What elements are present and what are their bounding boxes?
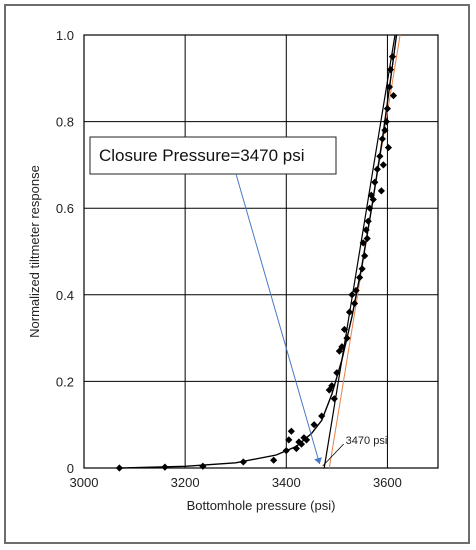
data-point xyxy=(366,204,374,212)
data-point xyxy=(383,105,392,113)
data-point xyxy=(386,66,395,74)
data-point xyxy=(328,382,336,390)
data-point xyxy=(361,252,369,260)
data-point xyxy=(384,143,393,152)
callout-text: Closure Pressure=3470 psi xyxy=(99,146,305,165)
y-tick-label: 0.8 xyxy=(56,115,74,130)
x-axis-label: Bottomhole pressure (psi) xyxy=(187,498,336,513)
data-point xyxy=(385,83,394,91)
data-point xyxy=(377,187,385,195)
data-point xyxy=(335,347,343,355)
data-point xyxy=(295,438,303,446)
data-point xyxy=(199,462,207,470)
data-point xyxy=(239,458,247,466)
data-point xyxy=(388,53,397,61)
data-point xyxy=(340,325,349,334)
y-tick-label: 0.6 xyxy=(56,201,74,216)
data-point xyxy=(282,447,290,455)
y-tick-label: 1.0 xyxy=(56,28,74,43)
data-point xyxy=(371,178,379,186)
data-point xyxy=(381,126,389,134)
data-point xyxy=(292,444,300,453)
data-point xyxy=(362,226,370,234)
data-point xyxy=(302,436,311,444)
data-point xyxy=(310,421,318,429)
tangent-line xyxy=(323,34,396,469)
data-point xyxy=(350,299,359,308)
x-tick-labels: 3000 3200 3400 3600 xyxy=(70,475,402,490)
data-point xyxy=(389,92,398,100)
data-point xyxy=(352,286,360,295)
data-point xyxy=(373,165,381,173)
fit-curve xyxy=(119,34,398,469)
data-point xyxy=(369,195,377,204)
data-point xyxy=(363,234,371,243)
data-point xyxy=(376,152,384,160)
data-point xyxy=(343,334,351,342)
closure-label-leader xyxy=(322,443,344,467)
data-point xyxy=(285,436,293,444)
data-point xyxy=(270,456,278,464)
y-tick-label: 0 xyxy=(67,461,74,476)
callout-arrow xyxy=(235,173,322,465)
y-tick-label: 0.4 xyxy=(56,288,74,303)
data-point xyxy=(379,161,387,169)
plot-border xyxy=(83,34,439,469)
data-point xyxy=(333,369,341,377)
callout-box xyxy=(89,136,337,175)
x-tick-label: 3600 xyxy=(373,475,402,490)
y-axis-label: Normalized tiltmeter response xyxy=(27,165,42,338)
figure-frame: 3000 3200 3400 3600 0 0.2 0.4 0.6 0.8 1.0 Bottom… xyxy=(4,4,470,544)
x-tick-label: 3400 xyxy=(272,475,301,490)
x-tick-label: 3000 xyxy=(70,475,99,490)
data-point xyxy=(359,239,367,247)
data-point xyxy=(378,135,386,143)
data-point xyxy=(115,464,123,472)
data-point xyxy=(287,427,295,435)
data-point xyxy=(356,273,364,282)
data-point xyxy=(364,217,372,225)
data-point xyxy=(348,291,356,299)
data-point xyxy=(161,463,169,471)
y-tick-labels: 0 0.2 0.4 0.6 0.8 1.0 xyxy=(56,28,74,476)
data-point xyxy=(318,412,326,420)
data-points xyxy=(115,53,398,472)
y-tick-label: 0.2 xyxy=(56,374,74,389)
data-point xyxy=(382,118,391,126)
tiltmeter-chart: 3000 3200 3400 3600 0 0.2 0.4 0.6 0.8 1.0 Bottom… xyxy=(27,28,439,513)
data-point xyxy=(338,343,346,351)
data-point xyxy=(297,440,306,448)
data-point xyxy=(330,395,338,403)
closure-label: 3470 psi xyxy=(346,435,388,447)
x-tick-label: 3200 xyxy=(171,475,200,490)
data-point xyxy=(358,265,366,273)
data-point xyxy=(345,308,354,316)
